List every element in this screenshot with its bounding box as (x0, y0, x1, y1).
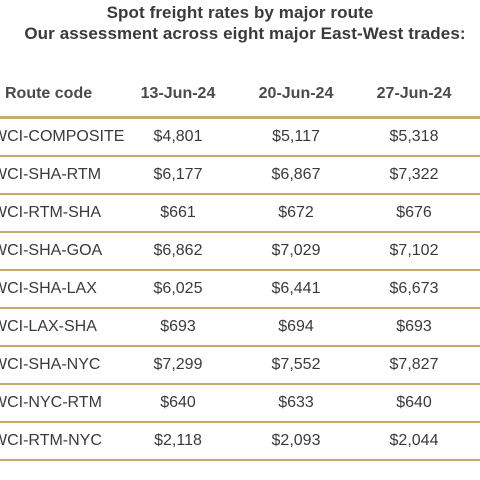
rate-cell-27-jun: $7,827 (389, 356, 439, 373)
rate-cell-13-jun: $4,801 (153, 128, 203, 145)
table-row: WCI-SHA-GOA $6,862 $7,029 $7,102 (0, 233, 480, 271)
title-block: Spot freight rates by major route Our as… (0, 2, 480, 44)
rate-cell-27-jun: $6,673 (389, 280, 439, 297)
row-divider (0, 155, 480, 157)
table-row: WCI-COMPOSITE $4,801 $5,117 $5,318 (0, 119, 480, 157)
rate-cell-20-jun: $633 (278, 394, 314, 411)
table-row: WCI-SHA-LAX $6,025 $6,441 $6,673 (0, 271, 480, 309)
route-code-cell: WCI-COMPOSITE (0, 128, 125, 145)
rate-cell-20-jun: $6,867 (271, 166, 321, 183)
rate-cell-13-jun: $661 (160, 204, 196, 221)
rate-cell-27-jun: $640 (396, 394, 432, 411)
row-divider (0, 383, 480, 385)
row-divider (0, 421, 480, 423)
table-row: WCI-SHA-RTM $6,177 $6,867 $7,322 (0, 157, 480, 195)
rate-cell-13-jun: $2,118 (154, 432, 202, 449)
route-code-cell: WCI-SHA-GOA (0, 242, 103, 259)
rate-cell-20-jun: $6,441 (271, 280, 321, 297)
route-code-cell: WCI-RTM-SHA (0, 204, 102, 221)
row-divider (0, 193, 480, 195)
rate-cell-13-jun: $6,862 (153, 242, 203, 259)
route-code-cell: WCI-RTM-NYC (0, 432, 102, 449)
rate-cell-27-jun: $693 (396, 318, 432, 335)
rate-cell-20-jun: $694 (278, 318, 314, 335)
header-route-code: Route code (5, 85, 93, 102)
rate-cell-20-jun: $5,117 (272, 128, 320, 145)
rate-cell-27-jun: $5,318 (389, 128, 439, 145)
table-row: WCI-RTM-NYC $2,118 $2,093 $2,044 (0, 423, 480, 461)
rate-cell-20-jun: $672 (278, 204, 314, 221)
route-code-cell: WCI-LAX-SHA (0, 318, 97, 335)
rate-cell-27-jun: $7,102 (389, 242, 439, 259)
rate-cell-13-jun: $693 (160, 318, 196, 335)
row-divider (0, 231, 480, 233)
route-code-cell: WCI-SHA-LAX (0, 280, 97, 297)
rate-cell-13-jun: $6,025 (153, 280, 203, 297)
table-header-row: Route code 13-Jun-24 20-Jun-24 27-Jun-24 (0, 84, 480, 110)
route-code-cell: WCI-SHA-RTM (0, 166, 102, 183)
row-divider (0, 307, 480, 309)
rate-cell-13-jun: $7,299 (153, 356, 203, 373)
rate-cell-20-jun: $7,552 (271, 356, 321, 373)
rate-cell-27-jun: $676 (396, 204, 432, 221)
route-code-cell: WCI-NYC-RTM (0, 394, 102, 411)
header-divider (0, 116, 480, 119)
table-row: WCI-SHA-NYC $7,299 $7,552 $7,827 (0, 347, 480, 385)
header-date-1: 13-Jun-24 (140, 85, 216, 102)
row-divider (0, 345, 480, 347)
header-date-2: 20-Jun-24 (258, 85, 334, 102)
rate-cell-20-jun: $2,093 (271, 432, 321, 449)
rate-cell-20-jun: $7,029 (271, 242, 321, 259)
route-code-cell: WCI-SHA-NYC (0, 356, 101, 373)
page-title: Spot freight rates by major route (106, 3, 374, 22)
row-divider (0, 269, 480, 271)
table-row: WCI-NYC-RTM $640 $633 $640 (0, 385, 480, 423)
rate-cell-27-jun: $2,044 (389, 432, 439, 449)
row-divider (0, 459, 480, 461)
table-row: WCI-RTM-SHA $661 $672 $676 (0, 195, 480, 233)
rate-cell-13-jun: $640 (160, 394, 196, 411)
rate-cell-13-jun: $6,177 (153, 166, 203, 183)
rate-cell-27-jun: $7,322 (389, 166, 439, 183)
table-row: WCI-LAX-SHA $693 $694 $693 (0, 309, 480, 347)
page-subtitle: Our assessment across eight major East-W… (24, 24, 466, 43)
header-date-3: 27-Jun-24 (376, 85, 452, 102)
